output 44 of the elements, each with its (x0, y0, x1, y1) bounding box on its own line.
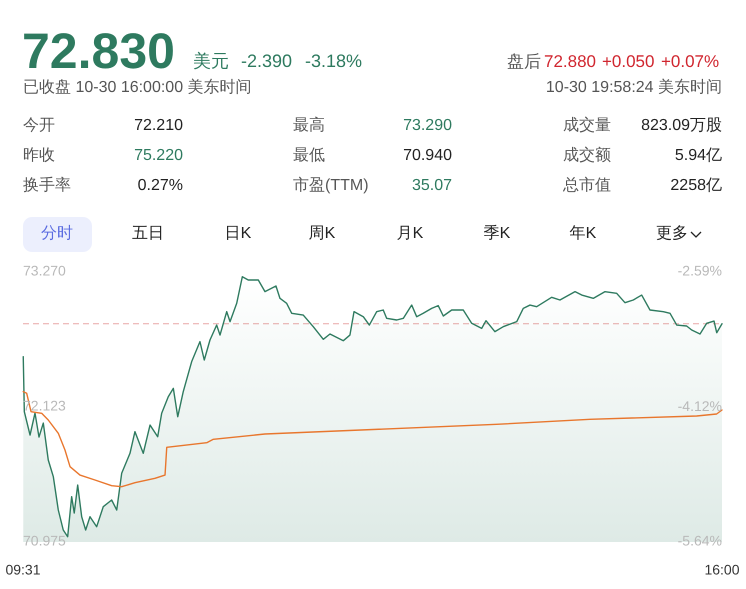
text: 季K (484, 225, 510, 242)
text: 成交额 (563, 147, 611, 164)
y-tick-label: 73.270 (23, 262, 66, 279)
text: 月K (396, 225, 424, 242)
text: 最低 (293, 147, 325, 164)
text: 823.09万股 (641, 117, 722, 134)
text: 换手率 (23, 177, 71, 194)
line-series (22, 390, 723, 488)
text: 73.290 (403, 117, 452, 134)
text: 总市值 (563, 177, 611, 194)
text: 70.940 (403, 147, 452, 164)
text: 日K (224, 225, 252, 242)
text: 72.210 (134, 117, 183, 134)
text: 成交量 (563, 117, 611, 134)
text: 72.880 (544, 52, 596, 71)
text: 盘后 (507, 52, 541, 71)
x-tick-label: 16:00 (704, 562, 740, 578)
text: 更多 (656, 225, 688, 242)
y2-tick-label: -2.59% (678, 262, 722, 279)
text: 市盈(TTM) (293, 177, 369, 194)
x-tick-label: 09:31 (5, 562, 41, 578)
text: -2.390 (241, 51, 292, 71)
text: 最高 (293, 117, 325, 134)
text: 72.830 (22, 23, 175, 79)
text: 分时 (41, 225, 73, 242)
text: 0.27% (138, 177, 183, 194)
y2-tick-label: -4.12% (678, 398, 722, 414)
text: 10-30 19:58:24 美东时间 (546, 79, 722, 96)
text: 年K (570, 225, 596, 242)
text: +0.07% (661, 52, 720, 71)
text: +0.050 (602, 52, 654, 71)
text: 5.94亿 (674, 147, 722, 164)
text: 2258亿 (670, 177, 722, 194)
text: 周K (308, 225, 336, 242)
text: 35.07 (412, 177, 452, 194)
text: 75.220 (134, 147, 183, 164)
text: 昨收 (23, 147, 55, 164)
text: -3.18% (305, 51, 362, 71)
text: 已收盘 10-30 16:00:00 美东时间 (23, 79, 252, 96)
y2-tick-label: -5.64% (678, 532, 722, 549)
text: 美元 (193, 51, 229, 71)
text: 五日 (132, 225, 164, 242)
text: 今开 (23, 117, 55, 134)
y-tick-label: 70.975 (23, 532, 66, 549)
